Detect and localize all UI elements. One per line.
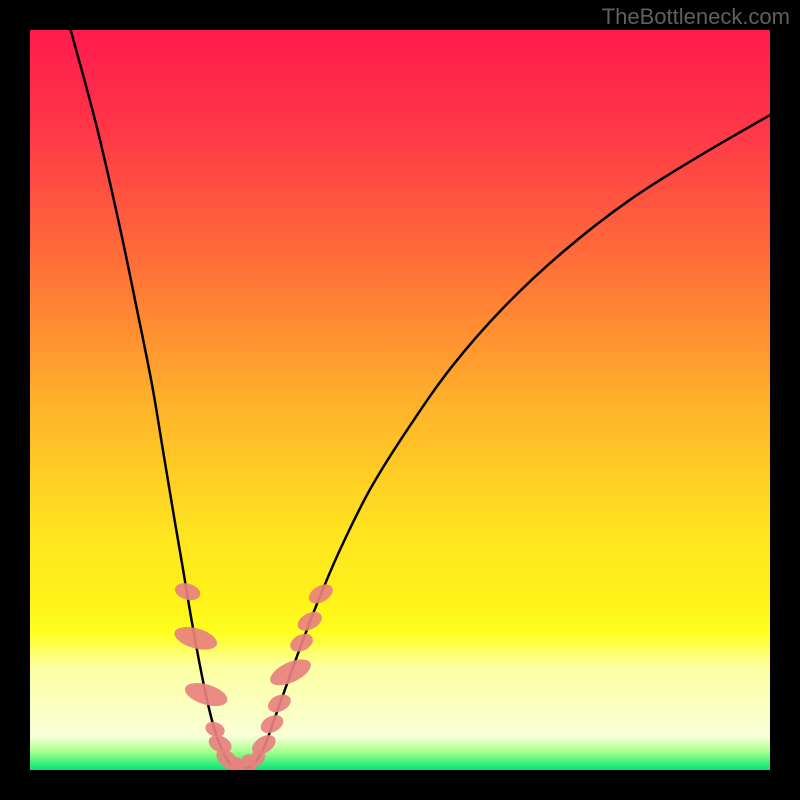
chart-container: TheBottleneck.com <box>0 0 800 800</box>
curve-marker <box>266 654 314 691</box>
chart-overlay <box>30 30 770 770</box>
bottleneck-curve <box>71 30 243 769</box>
watermark-text: TheBottleneck.com <box>602 4 790 30</box>
curve-marker <box>287 630 316 655</box>
curve-marker <box>294 608 324 634</box>
bottleneck-curve <box>242 115 770 768</box>
curve-marker <box>265 691 294 716</box>
curve-marker <box>173 580 202 603</box>
curve-marker <box>182 679 230 711</box>
curve-marker <box>258 712 287 737</box>
curve-marker <box>306 580 337 607</box>
curve-markers <box>172 580 336 770</box>
plot-area <box>30 30 770 770</box>
